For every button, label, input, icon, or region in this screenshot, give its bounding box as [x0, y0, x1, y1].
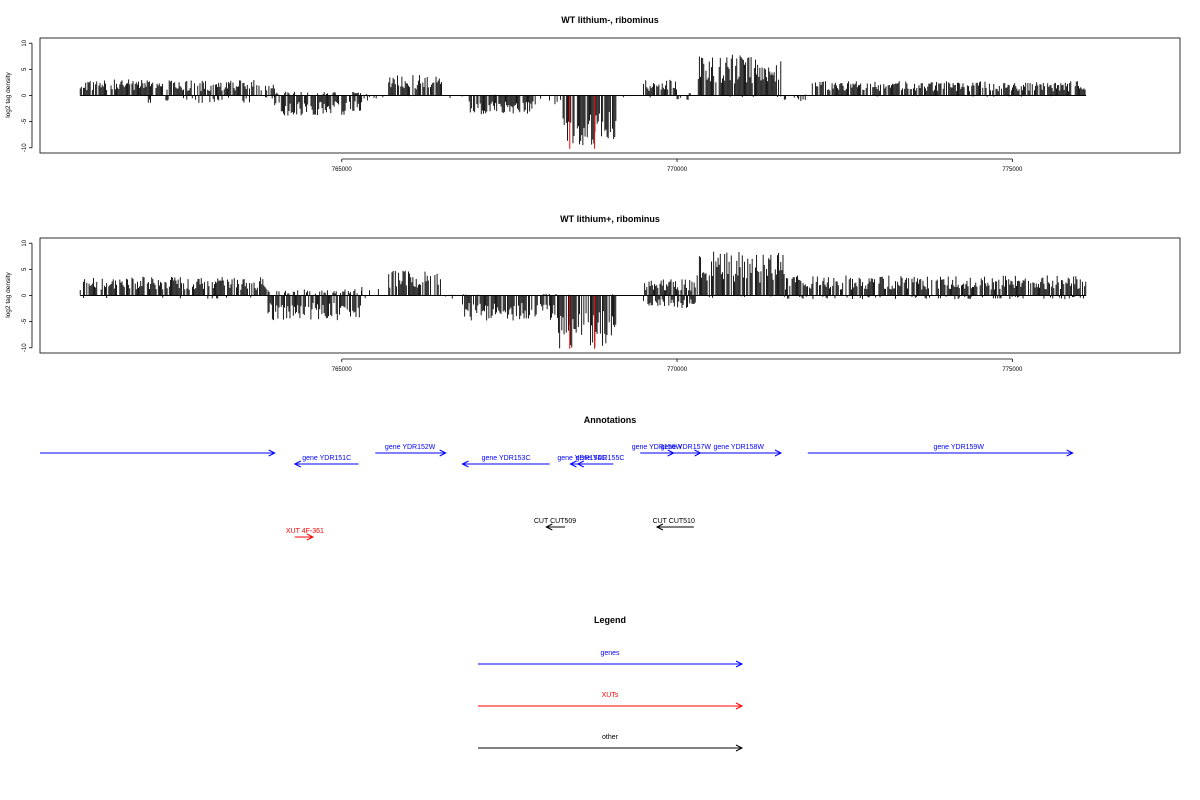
legend-items: genes XUTs other	[478, 650, 744, 752]
feature-label: CUT CUT509	[534, 518, 576, 525]
feature-label: gene YDR153C	[482, 455, 531, 462]
legend-arrowhead	[735, 744, 744, 752]
feature: gene YDR158W	[700, 444, 783, 457]
y-tick-label: 10	[22, 239, 28, 246]
feature: gene YDR152W	[375, 444, 447, 457]
panel-title: WT lithium-, ribominus	[561, 15, 659, 25]
feature-arrowhead	[655, 523, 664, 531]
legend-arrowhead	[735, 660, 744, 668]
legend-title: Legend	[594, 615, 626, 625]
x-axis: 765000 770000 775000	[332, 358, 1023, 373]
y-tick-label: -5	[22, 318, 28, 324]
legend-item: XUTs	[478, 692, 744, 710]
y-tick-label: 5	[22, 267, 28, 271]
feature	[40, 449, 276, 457]
plot-frame	[39, 237, 1181, 354]
feature-arrowhead	[439, 449, 447, 457]
feature-label: gene YDR157W	[661, 444, 712, 451]
feature-label: CUT CUT510	[653, 518, 695, 525]
feature-arrowhead	[306, 533, 315, 541]
legend-arrowhead	[735, 702, 744, 710]
y-axis: 10 5 0 -5 -10	[22, 39, 33, 152]
y-tick-label: -10	[22, 343, 28, 352]
legend-label: other	[602, 734, 619, 741]
y-tick-label: 5	[22, 67, 28, 71]
y-tick-label: 10	[22, 39, 28, 46]
y-axis-label: log2 tag density	[5, 271, 12, 317]
y-tick-label: -10	[22, 143, 28, 152]
feature-label: gene YDR151C	[302, 455, 351, 462]
feature-arrowhead	[569, 460, 577, 468]
y-tick-label: 0	[22, 293, 28, 297]
panel-title: WT lithium+, ribominus	[560, 214, 660, 224]
feature-arrowhead	[576, 460, 585, 468]
annotations-title: Annotations	[584, 415, 637, 425]
feature: gene YDR153C	[461, 455, 550, 468]
feature-arrowhead	[461, 460, 469, 468]
feature-label: XUT 4F-361	[286, 528, 324, 535]
feature-arrowhead	[268, 449, 276, 457]
feature-list: gene YDR151C gene YDR152W gene YDR153C gene…	[40, 444, 1074, 541]
x-tick-label: 765000	[332, 167, 353, 173]
signal-bars	[79, 251, 1087, 349]
y-axis: 10 5 0 -5 -10	[22, 239, 33, 352]
feature-label: gene YDR154C	[557, 455, 606, 462]
legend-label: XUTs	[602, 692, 619, 699]
x-tick-label: 770000	[667, 367, 688, 373]
feature-arrowhead	[293, 460, 302, 468]
feature: CUT CUT510	[653, 518, 695, 531]
x-tick-label: 775000	[1002, 167, 1023, 173]
feature-arrowhead	[1066, 449, 1074, 457]
feature-arrowhead	[774, 449, 783, 457]
legend-item: genes	[478, 650, 744, 668]
legend: Legend genes XUTs other	[478, 615, 744, 752]
feature-label: gene YDR158W	[714, 444, 765, 451]
plot-frame	[39, 37, 1181, 154]
feature: gene YDR155C	[575, 455, 624, 468]
feature: XUT 4F-361	[286, 528, 324, 541]
x-tick-label: 775000	[1002, 367, 1023, 373]
feature-label: gene YDR155C	[575, 455, 624, 462]
feature-arrowhead	[545, 523, 553, 531]
feature-label: gene YDR156W	[632, 444, 683, 451]
feature: CUT CUT509	[534, 518, 576, 531]
track-panel-lithium-plus: WT lithium+, ribominus log2 tag density …	[5, 214, 1181, 373]
feature-label: gene YDR152W	[385, 444, 436, 451]
feature: gene YDR151C	[293, 455, 359, 468]
x-tick-label: 765000	[332, 367, 353, 373]
y-axis-label: log2 tag density	[5, 71, 12, 117]
x-axis: 765000 770000 775000	[332, 158, 1023, 173]
x-tick-label: 770000	[667, 167, 688, 173]
legend-item: other	[478, 734, 744, 752]
y-tick-label: -5	[22, 118, 28, 124]
legend-label: genes	[600, 650, 620, 657]
track-panel-lithium-minus: WT lithium-, ribominus log2 tag density …	[5, 15, 1181, 173]
feature: gene YDR159W	[807, 444, 1074, 457]
feature-label: gene YDR159W	[933, 444, 984, 451]
y-tick-label: 0	[22, 93, 28, 97]
